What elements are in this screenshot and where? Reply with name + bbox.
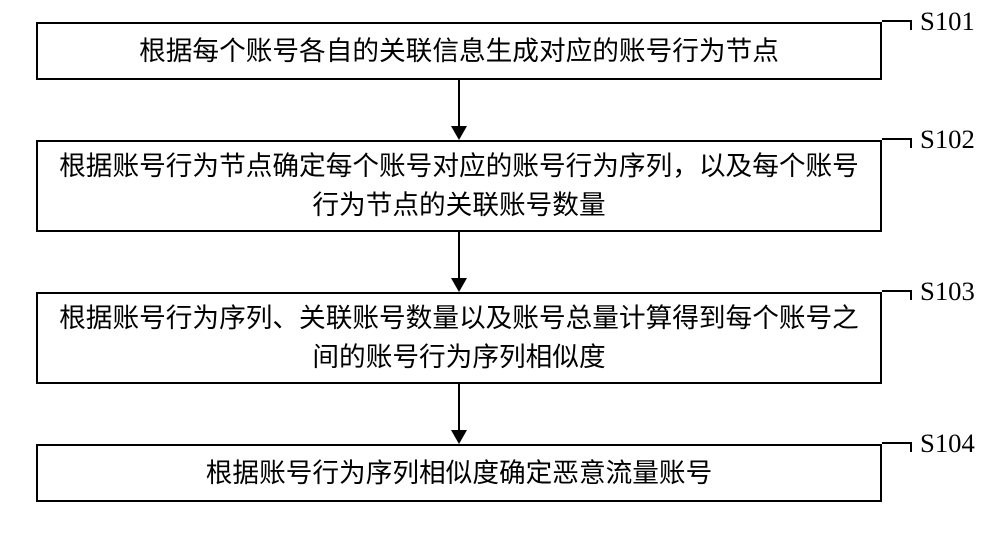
step-box-s101: 根据每个账号各自的关联信息生成对应的账号行为节点 [36, 22, 882, 80]
arrow-line-1 [458, 80, 460, 126]
step-text-s104: 根据账号行为序列相似度确定恶意流量账号 [206, 454, 712, 493]
step-box-s104: 根据账号行为序列相似度确定恶意流量账号 [36, 444, 882, 502]
step-text-s101: 根据每个账号各自的关联信息生成对应的账号行为节点 [139, 32, 779, 71]
step-text-s103: 根据账号行为序列、关联账号数量以及账号总量计算得到每个账号之间的账号行为序列相似… [48, 299, 870, 376]
label-connector-s101 [882, 20, 912, 30]
step-label-s104: S104 [920, 428, 975, 459]
step-box-s102: 根据账号行为节点确定每个账号对应的账号行为序列，以及每个账号行为节点的关联账号数… [36, 140, 882, 232]
arrow-line-2 [458, 232, 460, 278]
step-label-s102: S102 [920, 124, 975, 155]
flowchart-canvas: 根据每个账号各自的关联信息生成对应的账号行为节点 S101 根据账号行为节点确定… [0, 0, 1000, 539]
label-connector-s104 [882, 442, 912, 452]
step-label-s103: S103 [920, 276, 975, 307]
arrow-head-2 [451, 278, 467, 292]
arrow-head-1 [451, 126, 467, 140]
label-connector-s103 [882, 290, 912, 300]
step-text-s102: 根据账号行为节点确定每个账号对应的账号行为序列，以及每个账号行为节点的关联账号数… [48, 147, 870, 224]
step-label-s101: S101 [920, 6, 975, 37]
arrow-line-3 [458, 384, 460, 430]
step-box-s103: 根据账号行为序列、关联账号数量以及账号总量计算得到每个账号之间的账号行为序列相似… [36, 292, 882, 384]
label-connector-s102 [882, 138, 912, 148]
arrow-head-3 [451, 430, 467, 444]
